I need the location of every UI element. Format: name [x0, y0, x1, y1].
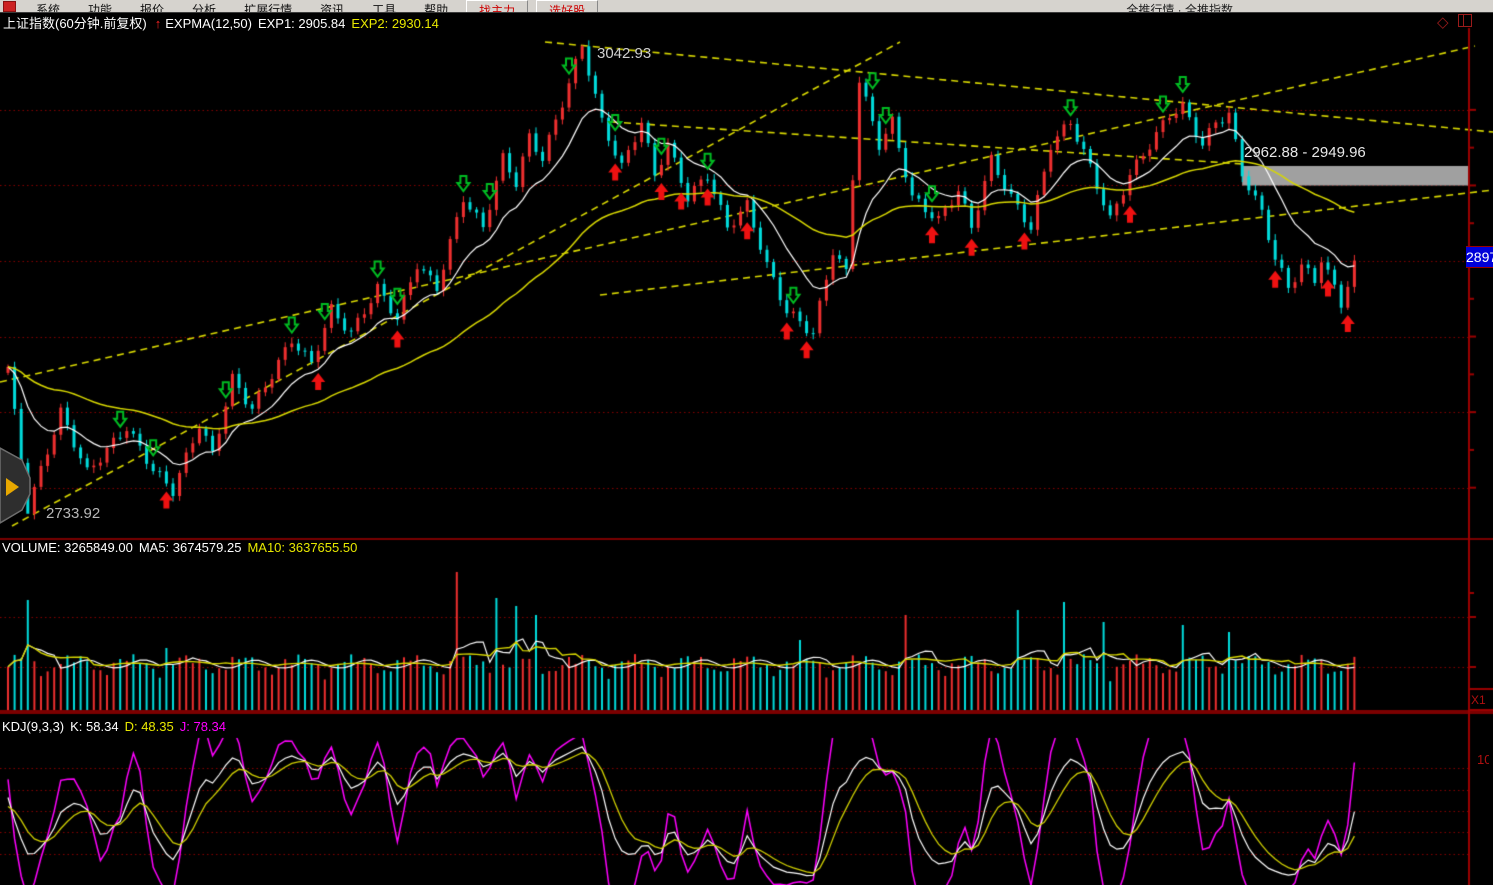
kdj-indicator-name: KDJ(9,3,3)	[2, 719, 65, 734]
low-price-annotation: 2733.92	[46, 505, 101, 522]
gap-range-annotation: 2962.88 - 2949.96	[1244, 144, 1366, 161]
buy-signal-arrow-icon: ↑	[154, 16, 162, 31]
kdj-j-value: J: 78.34	[179, 719, 226, 734]
instrument-title: 上证指数(60分钟.前复权)	[3, 16, 147, 31]
volume-pane-header: VOLUME: 3265849.00 MA5: 3674579.25 MA10: 3…	[2, 540, 357, 555]
volume-value: VOLUME: 3265849.00	[2, 540, 133, 555]
kdj-pane-header: KDJ(9,3,3) K: 58.34 D: 48.35 J: 78.34	[2, 719, 226, 734]
volume-ma10-value: MA10: 3637655.50	[247, 540, 358, 555]
left-panel-expand-arrow[interactable]	[0, 446, 40, 526]
indicator-name: EXPMA(12,50)	[165, 16, 252, 31]
volume-ma5-value: MA5: 3674579.25	[138, 540, 242, 555]
peak-price-annotation: 3042.93	[597, 45, 652, 62]
exp2-value: EXP2: 2930.14	[351, 16, 439, 31]
current-price-badge: 2897	[1466, 246, 1493, 268]
right-arrow-icon	[6, 478, 19, 496]
kdj-axis-100-label: 100	[1477, 752, 1489, 767]
split-panes-icon[interactable]	[1458, 14, 1472, 27]
volume-scale-label: X1	[1471, 693, 1486, 707]
main-chart-header: 上证指数(60分钟.前复权) ↑ EXPMA(12,50) EXP1: 2905.84…	[3, 13, 439, 32]
kdj-d-value: D: 48.35	[124, 719, 174, 734]
kdj-k-value: K: 58.34	[70, 719, 119, 734]
diamond-icon[interactable]: ◇	[1437, 14, 1449, 31]
exp1-value: EXP1: 2905.84	[257, 16, 346, 31]
